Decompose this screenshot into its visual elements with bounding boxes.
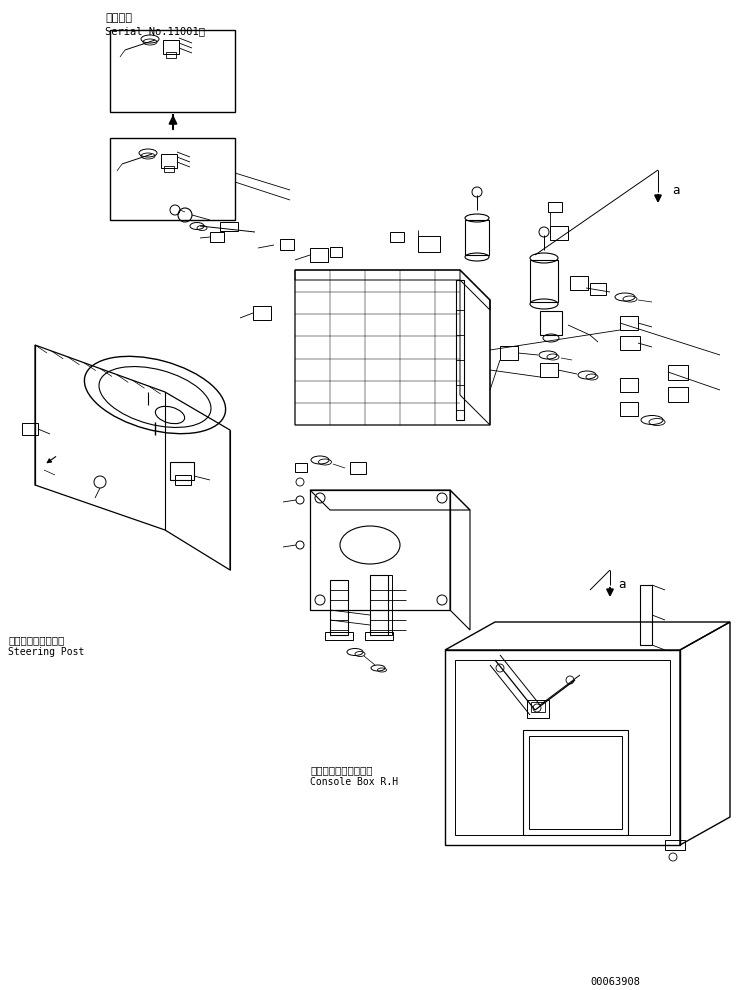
Bar	[253, 306, 271, 320]
Bar	[465, 220, 489, 255]
Bar	[280, 239, 294, 250]
Bar	[164, 166, 174, 172]
Bar	[220, 222, 238, 231]
Bar	[390, 232, 404, 242]
Bar	[22, 423, 38, 435]
Bar	[620, 402, 638, 416]
Bar	[531, 702, 545, 712]
Bar	[668, 365, 688, 380]
Text: Serial No.11001～: Serial No.11001～	[105, 26, 205, 36]
Bar	[295, 463, 307, 472]
Bar	[330, 247, 342, 257]
Bar	[330, 580, 348, 635]
Bar	[523, 730, 628, 835]
Text: 適用号機: 適用号機	[105, 13, 132, 23]
Bar	[640, 585, 652, 645]
Bar	[110, 30, 235, 112]
Text: 00063908: 00063908	[590, 977, 640, 987]
Bar	[668, 387, 688, 402]
Bar	[170, 462, 194, 480]
Bar	[166, 52, 176, 58]
Bar	[325, 632, 353, 640]
Text: a: a	[672, 183, 679, 196]
Bar	[370, 575, 388, 635]
Bar	[550, 226, 568, 240]
Bar	[350, 462, 366, 474]
Bar	[665, 840, 685, 850]
Bar	[540, 311, 562, 335]
Bar	[620, 316, 638, 330]
Bar	[530, 260, 558, 302]
Bar	[570, 276, 588, 290]
Bar	[590, 283, 606, 295]
Bar	[365, 632, 393, 640]
Bar	[110, 138, 235, 220]
Bar	[620, 378, 638, 392]
Text: a: a	[618, 578, 625, 591]
Bar	[210, 232, 224, 242]
Bar	[418, 236, 440, 252]
Text: Steering Post: Steering Post	[8, 647, 85, 657]
Text: Console Box R.H: Console Box R.H	[310, 777, 398, 787]
Bar	[527, 700, 549, 718]
Bar	[161, 154, 177, 168]
Bar	[500, 346, 518, 360]
Bar	[310, 248, 328, 262]
Bar	[388, 575, 392, 635]
Bar	[175, 475, 191, 485]
Bar	[540, 363, 558, 377]
Bar	[456, 280, 464, 420]
Bar	[620, 336, 640, 350]
Bar	[163, 40, 179, 54]
Bar	[529, 736, 622, 829]
Text: ステアリングポスト: ステアリングポスト	[8, 635, 64, 645]
Text: コンソールボックス右: コンソールボックス右	[310, 765, 373, 775]
Bar	[548, 202, 562, 212]
